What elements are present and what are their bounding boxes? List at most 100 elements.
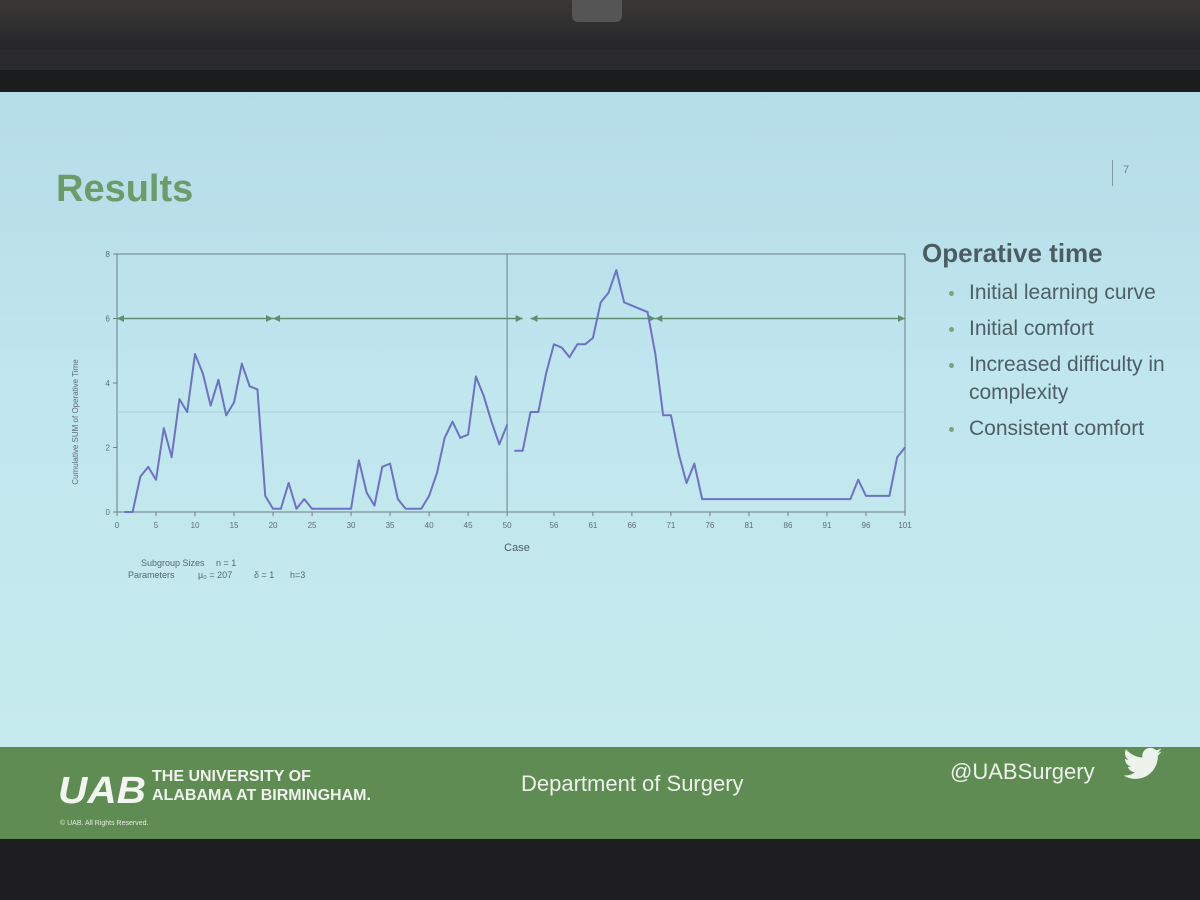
cusum-data-point [318,507,321,510]
cusum-data-point [420,507,423,510]
cusum-data-point [631,304,633,307]
cusum-data-point [178,398,181,401]
phase-arrow-head-right [898,315,905,322]
cusum-series-line-phase-1 [124,352,509,513]
cusum-data-point [373,504,376,507]
cusum-data-point [607,291,610,294]
cusum-data-point [904,446,906,449]
cusum-data-point [740,498,743,500]
cusum-data-point [396,498,399,500]
phase-arrow-head-right [648,315,656,322]
cusum-data-point [849,498,852,500]
cusum-chart: 0 2 4 6 8 0 5 10 15 20 25 30 35 40 45 50 56 61 66 71 76 81 86 9… [62,242,922,582]
cusum-data-point [467,433,469,436]
university-name: THE UNIVERSITY OF ALABAMA AT BIRMINGHAM. [152,767,371,805]
param-mu: µ₀ = 207 [198,570,233,580]
cusum-data-point [709,498,711,500]
x-tick-label: 20 [269,521,278,530]
cusum-data-point [693,462,696,465]
cusum-data-point [818,498,821,500]
list-item: Initial comfort [922,315,1192,343]
x-tick-label: 81 [745,521,754,530]
cusum-data-point [771,498,774,500]
cusum-data-point [732,498,735,500]
list-item: Consistent comfort [922,415,1192,443]
cusum-data-point [615,269,618,272]
phase-arrow-head-right [515,315,523,322]
university-line-1: THE UNIVERSITY OF [152,768,311,785]
cusum-data-point [638,307,641,310]
cusum-data-point [670,414,672,417]
x-tick-label: 56 [549,521,558,530]
x-tick-label: 25 [308,521,317,530]
y-tick-label: 2 [106,444,111,453]
cusum-data-point [490,420,493,423]
y-tick-label: 6 [106,315,111,324]
cusum-data-point [233,401,235,404]
x-tick-label: 15 [230,521,239,530]
x-tick-label: 71 [666,521,675,530]
bullet-text: Consistent comfort [969,417,1145,440]
footer-bar: UAB THE UNIVERSITY OF ALABAMA AT BIRMING… [0,747,1200,839]
cusum-data-point [295,507,298,510]
cusum-data-point [170,456,173,459]
cusum-data-point [810,498,813,500]
cusum-data-point [794,498,797,500]
slide-title: Results [56,168,194,210]
cusum-data-point [459,436,462,439]
cusum-data-point [685,482,688,484]
cusum-data-point [724,498,727,500]
cusum-data-point [584,343,587,346]
cusum-data-point [404,507,407,510]
cusum-data-point [311,507,313,510]
plot-frame [116,253,906,513]
cusum-data-point [841,498,844,500]
twitter-handle[interactable]: @UABSurgery [950,759,1095,784]
cusum-data-point [350,507,352,510]
cusum-data-point [537,411,540,413]
cusum-data-point [592,336,594,339]
y-tick-label: 4 [106,379,111,388]
side-notes: Operative time Initial learning curve In… [922,238,1192,451]
bullet-text: Increased difficulty in complexity [969,353,1165,404]
x-tick-label: 76 [705,521,714,530]
bullet-text: Initial learning curve [969,281,1156,304]
cusum-data-point [521,449,524,452]
cusum-data-point [428,494,430,497]
cusum-data-point [576,343,579,346]
cusum-data-point [342,507,345,510]
x-tick-label: 96 [862,521,871,530]
cusum-data-point [272,507,274,510]
cusum-data-point [545,372,548,375]
cusum-data-point [833,498,836,500]
cusum-data-point [872,494,875,497]
cusum-data-point [248,385,251,388]
cusum-data-point [217,378,220,381]
uab-logo: UAB [58,770,146,809]
cusum-data-point [701,498,704,500]
cusum-data-point [381,465,384,468]
bullet-dot-icon [949,291,954,296]
bullet-text: Initial comfort [969,317,1094,340]
x-tick-label: 86 [784,521,793,530]
cusum-data-point [498,443,501,446]
cusum-data-point [412,507,415,510]
cusum-data-point [826,498,828,500]
cusum-data-point [560,346,563,349]
cusum-data-point [147,465,150,468]
subgroup-label: Subgroup Sizes [141,558,205,568]
cusum-data-point [748,498,750,500]
cusum-data-point [716,498,719,500]
cusum-data-point [677,453,680,455]
cusum-data-point [365,491,368,494]
cusum-data-point [802,498,805,500]
cusum-data-point [474,375,477,378]
twitter-bird-icon[interactable] [1122,747,1164,783]
ceiling [0,0,1200,50]
cusum-data-point [646,311,649,313]
cusum-series-line-phase-2 [514,269,906,501]
param-h: h=3 [290,570,306,580]
slide-number: 7 [1112,160,1129,186]
ceiling-fixture [572,0,622,22]
slide: Results 7 0 2 4 6 8 0 5 10 15 20 25 30 35 40 45 50 56 61 6… [0,92,1200,747]
